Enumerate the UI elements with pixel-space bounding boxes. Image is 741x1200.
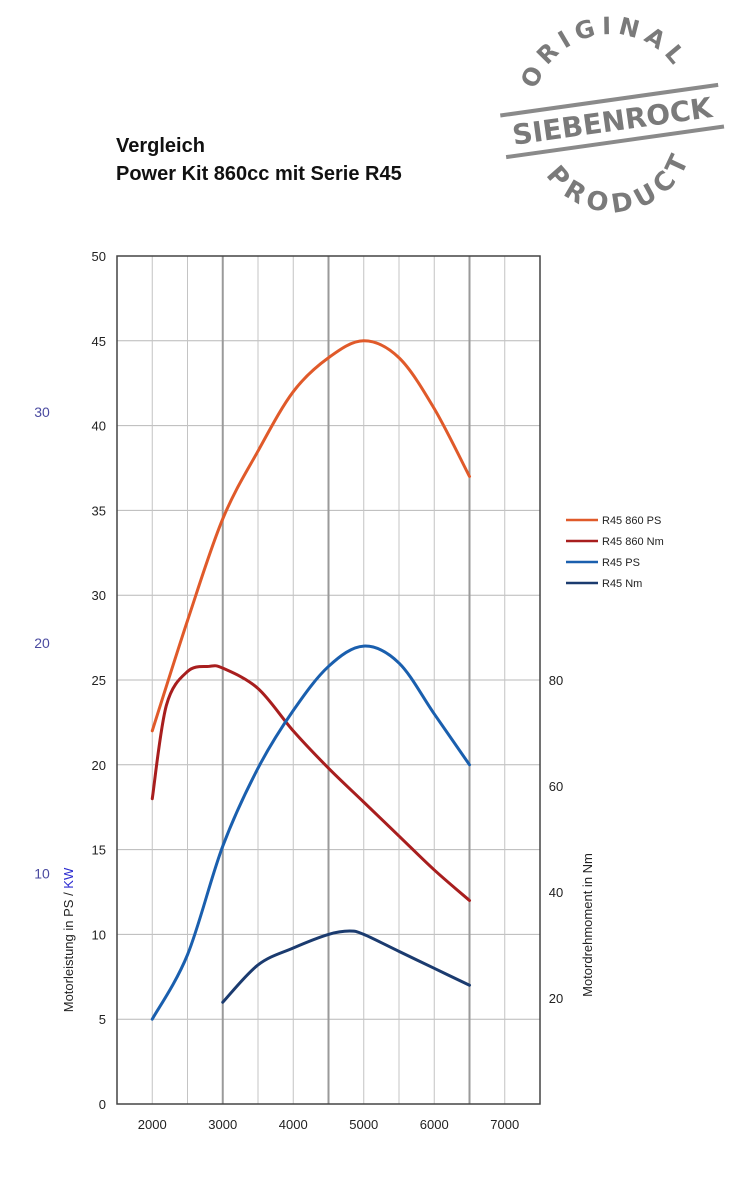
chart-title: Vergleich Power Kit 860cc mit Serie R45 (116, 132, 402, 188)
kw-axis-ticks: 10 20 30 (34, 404, 50, 881)
x-tick-label: 2000 (138, 1117, 167, 1132)
nm-tick-label: 40 (549, 885, 563, 900)
plot-frame (116, 255, 541, 1105)
x-tick-label: 6000 (420, 1117, 449, 1132)
x-axis-ticks: 2000 3000 4000 5000 6000 7000 (138, 1117, 519, 1132)
kw-tick-label: 10 (34, 865, 50, 881)
left-axis-label-kw: KW (61, 867, 76, 889)
stamp-rule-bottom (505, 124, 725, 160)
x-tick-label: 5000 (349, 1117, 378, 1132)
legend-label: R45 860 PS (602, 515, 661, 527)
siebenrock-stamp: ORIGINAL SIEBENROCK PRODUCT (500, 0, 725, 230)
series-line-r45-860-nm: R45 860 Nm (150, 664, 471, 902)
y-tick-label: 30 (92, 588, 106, 603)
legend-label: R45 PS (602, 557, 640, 569)
nm-tick-label: 60 (549, 779, 563, 794)
left-axis-label-ps: Motorleistung in PS / (61, 892, 76, 1012)
series-line-r45-ps: R45 PS (150, 644, 471, 1021)
y-tick-label: 5 (99, 1012, 106, 1027)
nm-tick-label: 20 (549, 991, 563, 1006)
y-tick-label: 10 (92, 927, 106, 942)
right-axis-ticks: 20 40 60 80 (549, 673, 563, 1006)
chart-title-line1: Vergleich (116, 135, 205, 157)
nm-tick-label: 80 (549, 673, 563, 688)
stamp-bottom-text: PRODUCT (538, 142, 705, 230)
series-line-r45-nm: R45 Nm (221, 929, 471, 1004)
legend-label: R45 Nm (602, 578, 642, 590)
series-line-r45-860-ps: R45 860 PS (150, 339, 471, 733)
left-axis-ticks: 0 5 10 15 20 25 30 35 40 45 50 (92, 249, 106, 1112)
chart-title-line2: Power Kit 860cc mit Serie R45 (116, 163, 402, 185)
left-axis-label: Motorleistung in PS / KW (61, 867, 76, 1012)
legend: R45 860 PS R45 860 Nm R45 PS R45 Nm (566, 515, 664, 590)
x-tick-label: 3000 (208, 1117, 237, 1132)
y-tick-label: 45 (92, 334, 106, 349)
y-tick-label: 25 (92, 673, 106, 688)
stamp-top-text: ORIGINAL (507, 0, 696, 96)
y-tick-label: 20 (92, 758, 106, 773)
y-tick-label: 50 (92, 249, 106, 264)
y-tick-label: 0 (99, 1097, 106, 1112)
y-tick-label: 35 (92, 503, 106, 518)
x-tick-label: 7000 (490, 1117, 519, 1132)
right-axis-label: Motordrehmoment in Nm (580, 853, 595, 997)
kw-tick-label: 30 (34, 404, 50, 420)
y-tick-label: 15 (92, 843, 106, 858)
kw-tick-label: 20 (34, 635, 50, 651)
y-tick-label: 40 (92, 419, 106, 434)
x-tick-label: 4000 (279, 1117, 308, 1132)
legend-label: R45 860 Nm (602, 536, 664, 548)
stamp-rule-top (500, 82, 719, 118)
